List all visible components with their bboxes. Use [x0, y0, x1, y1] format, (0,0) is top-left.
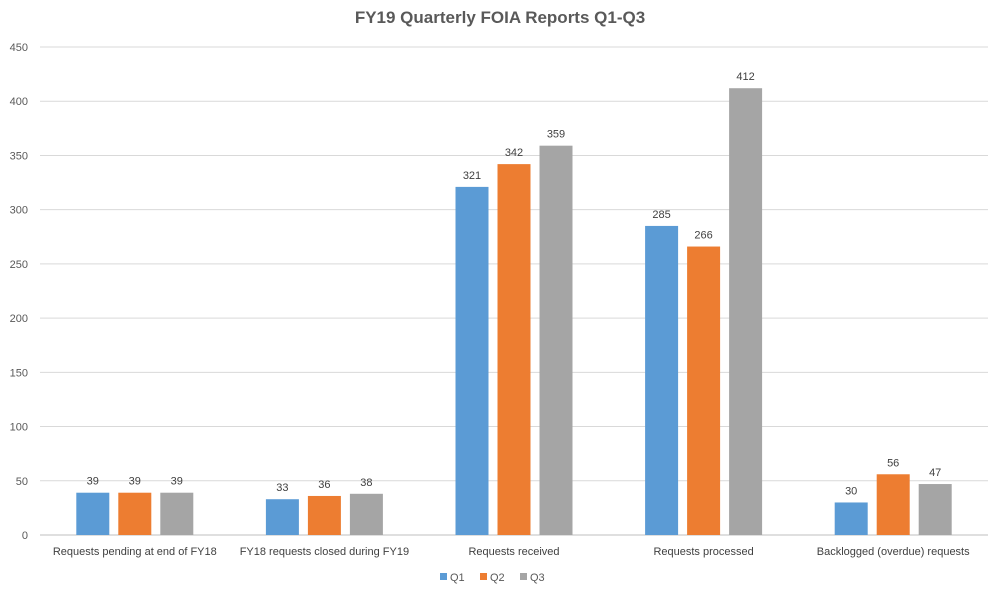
x-tick-label: Requests pending at end of FY18: [53, 546, 217, 558]
data-label: 36: [318, 479, 330, 491]
data-label: 321: [463, 170, 481, 182]
data-label: 39: [129, 476, 141, 488]
data-label: 47: [929, 467, 941, 479]
x-tick-label: FY18 requests closed during FY19: [240, 546, 409, 558]
bar-q2-3: [497, 164, 531, 535]
bar-q1-3: [455, 186, 489, 536]
y-tick-label: 300: [10, 205, 28, 217]
bar-q2-4: [687, 246, 721, 535]
legend-label: Q1: [450, 572, 465, 584]
y-tick-label: 50: [16, 476, 28, 488]
y-tick-label: 400: [10, 96, 28, 108]
y-tick-label: 450: [10, 42, 28, 54]
bar-q1-2: [265, 499, 299, 535]
data-label: 56: [887, 457, 899, 469]
data-label: 359: [547, 129, 565, 141]
y-tick-label: 200: [10, 313, 28, 325]
bar-q3-4: [729, 88, 763, 535]
bar-q3-1: [160, 492, 194, 535]
data-label: 38: [360, 477, 372, 489]
data-label: 39: [171, 476, 183, 488]
legend-swatch-q3: [520, 573, 527, 580]
data-labels: 39 39 39 33 36 38 321 342 359 285 266 412 30 56 47: [87, 71, 942, 497]
bars: [76, 88, 952, 536]
axis-labels: 0 50 100 150 200 250 300 350 400 450 Requests pend…: [10, 42, 970, 558]
y-tick-label: 350: [10, 150, 28, 162]
bar-q1-1: [76, 492, 110, 535]
bar-q2-1: [118, 492, 152, 535]
bar-q1-5: [834, 502, 868, 535]
data-label: 342: [505, 147, 523, 159]
bar-q3-3: [539, 145, 573, 535]
x-tick-label: Requests received: [468, 546, 559, 558]
bar-q3-5: [918, 484, 952, 535]
bar-q3-2: [349, 493, 383, 535]
bar-q2-5: [876, 474, 910, 535]
y-tick-label: 150: [10, 367, 28, 379]
bar-q2-2: [307, 495, 341, 535]
legend: Q1 Q2 Q3: [440, 572, 545, 584]
bar-q1-4: [645, 225, 679, 535]
y-tick-label: 100: [10, 422, 28, 434]
x-tick-label: Requests processed: [653, 546, 753, 558]
y-tick-label: 0: [22, 530, 28, 542]
legend-label: Q3: [530, 572, 545, 584]
legend-swatch-q1: [440, 573, 447, 580]
legend-label: Q2: [490, 572, 505, 584]
legend-swatch-q2: [480, 573, 487, 580]
y-tick-label: 250: [10, 259, 28, 271]
data-label: 30: [845, 485, 857, 497]
data-label: 39: [87, 476, 99, 488]
data-label: 266: [694, 230, 712, 242]
data-label: 412: [736, 71, 754, 83]
chart-title: FY19 Quarterly FOIA Reports Q1-Q3: [354, 8, 646, 27]
data-label: 285: [652, 209, 670, 221]
data-label: 33: [276, 482, 288, 494]
x-tick-label: Backlogged (overdue) requests: [817, 546, 970, 558]
